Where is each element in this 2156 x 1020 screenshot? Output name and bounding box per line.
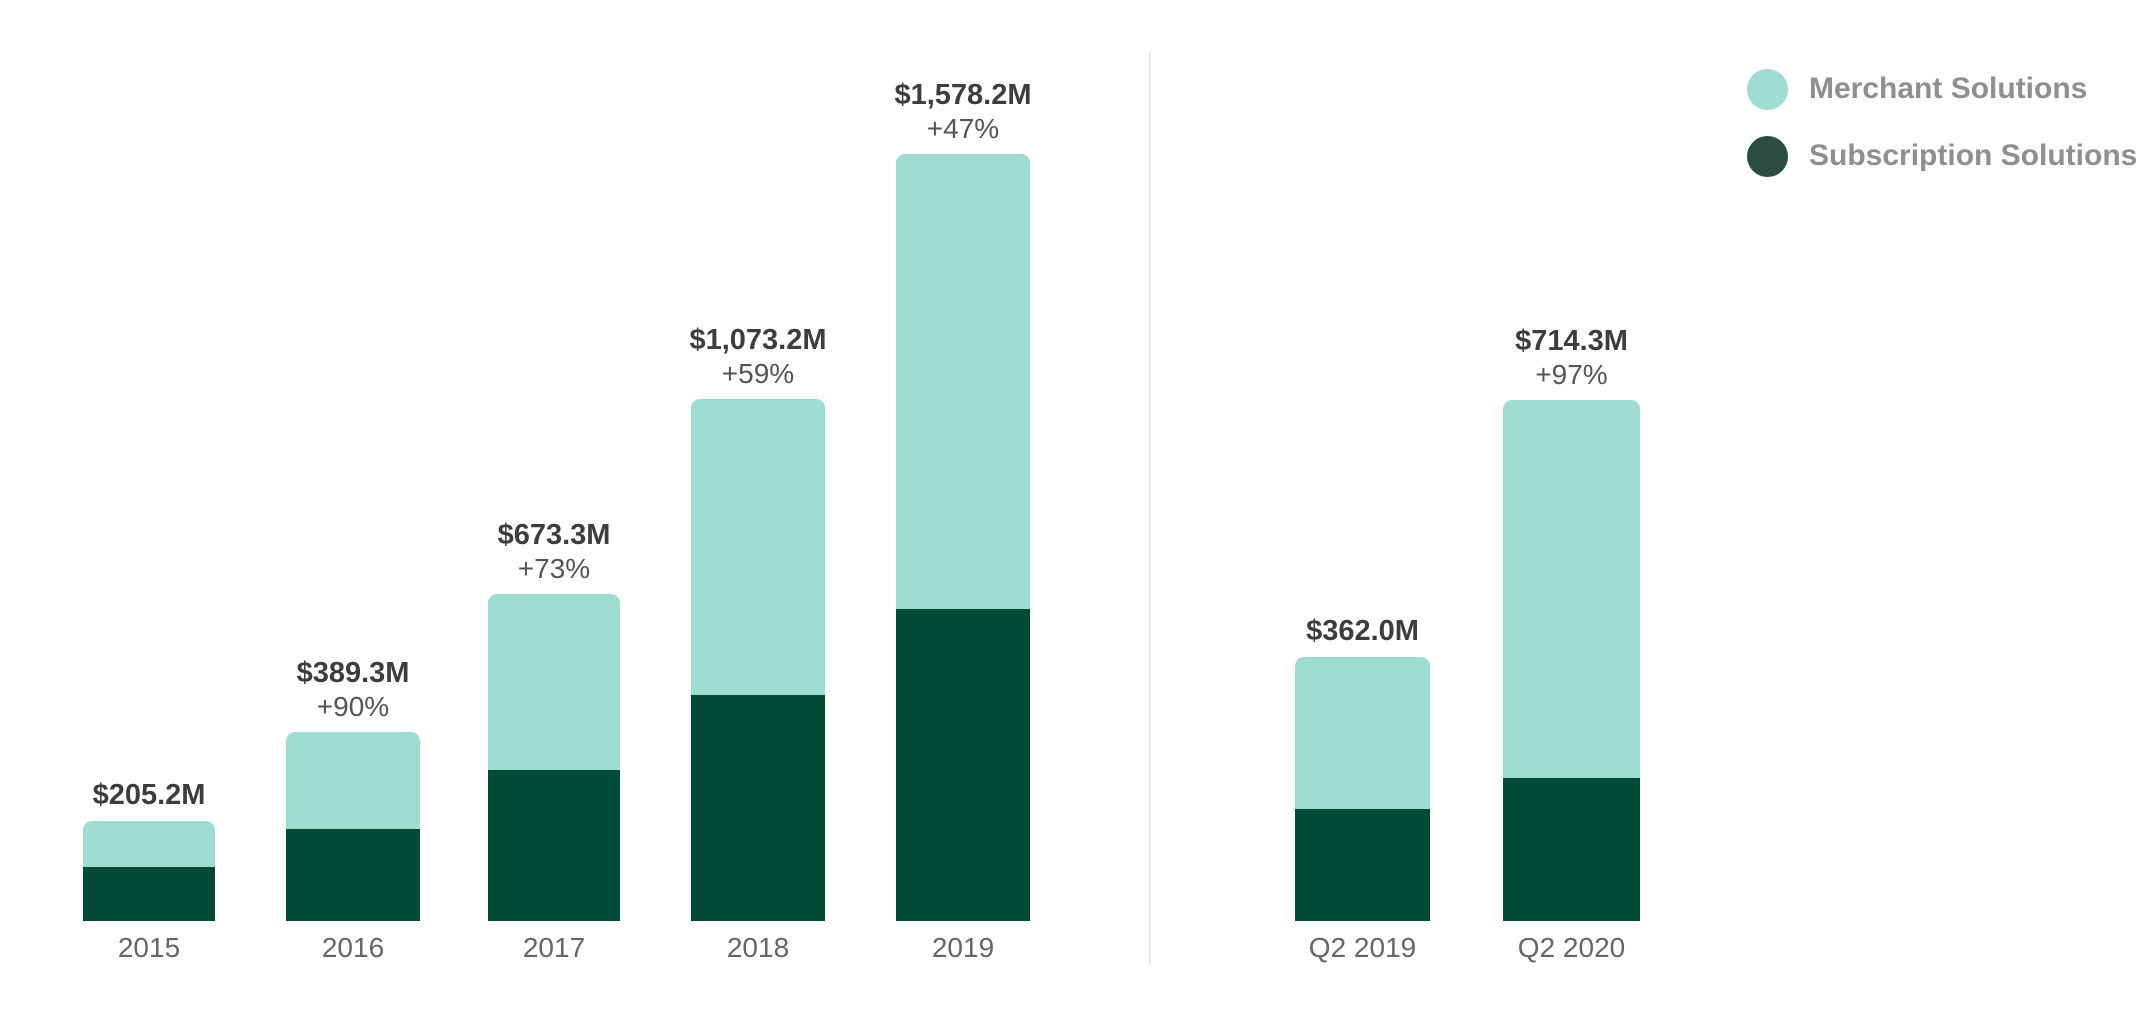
bar-2016-total-label: $389.3M <box>296 657 410 689</box>
bar-2019-subscription-segment <box>896 609 1030 921</box>
bar-q2-2020-subscription-segment <box>1503 778 1640 921</box>
bar-q2-2020-label: $714.3M +97% <box>1515 324 1628 391</box>
bar-2019-total-label: $1,578.2M <box>894 79 1032 111</box>
merchant-dot-icon <box>1747 68 1788 110</box>
bar-q2-2020-growth-label: +97% <box>1535 359 1608 390</box>
bar-2016-growth-label: +90% <box>316 691 390 722</box>
bar-2017-subscription-segment <box>488 770 620 921</box>
bar-2015 <box>83 821 215 921</box>
bar-q2-2019 <box>1295 657 1430 921</box>
bar-2017-label: $673.3M +73% <box>498 518 611 585</box>
bar-q2-2020-total-label: $714.3M <box>1515 325 1628 357</box>
bar-2019-label: $1,578.2M +47% <box>894 78 1031 145</box>
bar-2015-total-label: $205.2M <box>92 779 206 811</box>
legend-item-merchant: Merchant Solutions <box>1747 67 2137 111</box>
bar-2019-growth-label: +47% <box>926 113 1000 144</box>
axis-label-2019: 2019 <box>931 932 995 963</box>
axis-label-2018: 2018 <box>726 932 790 963</box>
group-divider-line <box>1149 52 1151 965</box>
legend-label-merchant: Merchant Solutions <box>1809 72 2088 105</box>
bar-2017 <box>488 594 620 921</box>
bar-q2-2019-subscription-segment <box>1295 809 1430 921</box>
bar-2017-total-label: $673.3M <box>497 519 611 551</box>
bar-q2-2020 <box>1503 400 1640 921</box>
legend: Merchant Solutions Subscription Solution… <box>1747 67 2137 201</box>
legend-item-subscription: Subscription Solutions <box>1747 134 2137 178</box>
axis-label-q2-2019: Q2 2019 <box>1308 932 1417 963</box>
bar-2018-growth-label: +59% <box>721 358 795 389</box>
axis-label-2016: 2016 <box>321 932 385 963</box>
bar-2016 <box>286 732 420 921</box>
legend-label-subscription: Subscription Solutions <box>1809 139 2138 172</box>
axis-label-q2-2020: Q2 2020 <box>1517 932 1626 963</box>
subscription-dot-icon <box>1747 135 1788 177</box>
bar-2018-label: $1,073.2M +59% <box>689 323 826 390</box>
bar-2018-total-label: $1,073.2M <box>689 324 827 356</box>
bar-2015-subscription-segment <box>83 867 215 921</box>
bar-2017-growth-label: +73% <box>517 553 591 584</box>
bar-q2-2019-total-label: $362.0M <box>1306 615 1419 647</box>
bar-2016-subscription-segment <box>286 829 420 921</box>
bar-2018-subscription-segment <box>691 695 825 921</box>
bar-2018 <box>691 399 825 921</box>
bar-2019 <box>896 154 1030 921</box>
bar-q2-2019-label: $362.0M <box>1306 614 1419 648</box>
axis-label-2017: 2017 <box>522 932 586 963</box>
bar-2016-label: $389.3M +90% <box>297 656 410 723</box>
bar-2015-label: $205.2M <box>93 778 206 812</box>
axis-label-2015: 2015 <box>117 932 181 963</box>
